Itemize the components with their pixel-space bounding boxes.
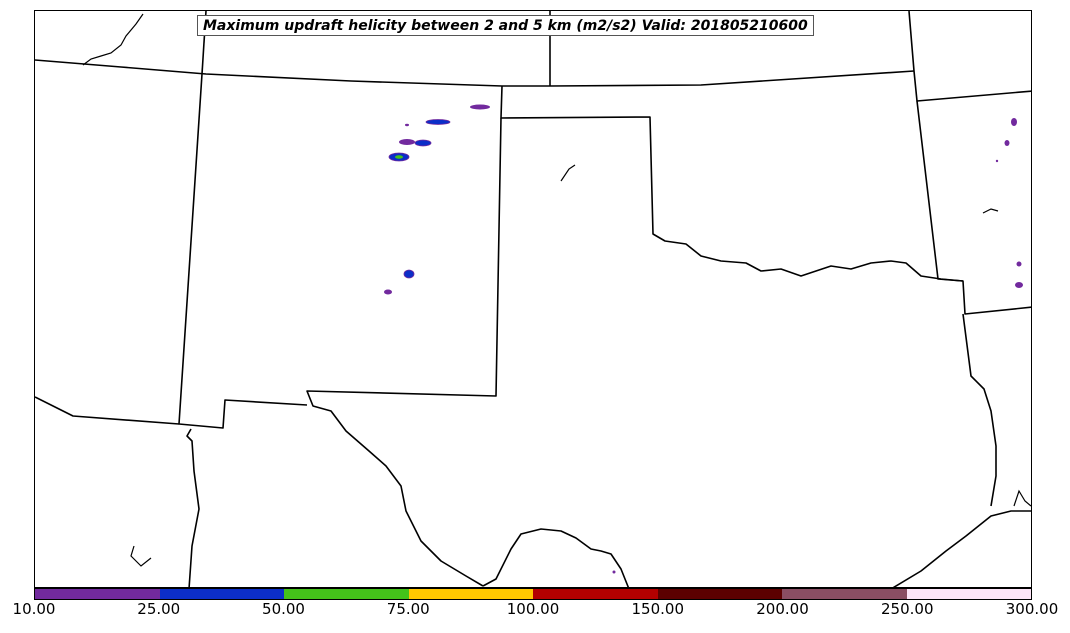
colorbar-tick-label: 10.00 <box>12 600 56 618</box>
helicity-cell <box>1011 118 1017 126</box>
helicity-cell <box>995 159 999 163</box>
helicity-cell <box>1015 282 1023 288</box>
border-ar <box>916 100 1031 315</box>
colorbar-segment <box>782 589 907 599</box>
helicity-cell <box>395 155 403 159</box>
colorbar-tick-label: 200.00 <box>756 600 809 618</box>
colorbar-segment <box>408 589 533 599</box>
border-tx-mx <box>306 117 502 587</box>
border-tx-la <box>962 313 997 507</box>
colorbar-tick-label: 250.00 <box>881 600 934 618</box>
colorbar-tick-label: 150.00 <box>631 600 685 618</box>
lake-outline-2 <box>982 208 999 214</box>
colorbar-tick-label: 100.00 <box>506 600 560 618</box>
border-tx-coast <box>482 528 630 587</box>
colorbar-tick-label: 50.00 <box>262 600 305 618</box>
helicity-cell <box>403 269 415 279</box>
coastline <box>82 13 1031 567</box>
border-mo <box>908 11 1031 102</box>
map-panel <box>34 10 1032 588</box>
helicity-cell <box>1016 261 1022 267</box>
colorbar-segment <box>657 589 782 599</box>
coastline-baja <box>130 545 152 567</box>
state-borders <box>35 11 1031 587</box>
helicity-cell <box>425 119 451 125</box>
helicity-cell <box>414 139 432 147</box>
colorbar <box>34 588 1032 600</box>
border-mx-west <box>186 428 200 587</box>
helicity-fields <box>384 104 1023 574</box>
colorbar-segment <box>35 589 160 599</box>
colorbar-segment <box>159 589 284 599</box>
lake-outline <box>560 164 576 182</box>
coastline-north <box>82 13 144 66</box>
colorbar-tick-label: 300.00 <box>1005 600 1059 618</box>
map-title: Maximum updraft helicity between 2 and 5… <box>197 15 814 36</box>
coastline-east <box>1013 489 1031 507</box>
colorbar-segment <box>533 589 658 599</box>
helicity-cell <box>1004 140 1010 146</box>
helicity-cell <box>384 289 392 295</box>
colorbar-segment <box>906 589 1031 599</box>
map-canvas <box>35 11 1031 587</box>
colorbar-tick-label: 25.00 <box>137 600 181 618</box>
border-co-ks-south <box>35 59 915 87</box>
colorbar-segment <box>284 589 409 599</box>
border-nm-west-south <box>178 73 308 429</box>
helicity-cell <box>470 104 490 110</box>
helicity-cell <box>612 570 616 574</box>
helicity-cell <box>405 123 409 127</box>
border-gulf-coast <box>892 510 1031 587</box>
border-az-mx <box>35 396 180 425</box>
helicity-cell <box>399 139 415 145</box>
colorbar-tick-label: 75.00 <box>386 600 430 618</box>
border-ok-tx-north <box>500 85 964 282</box>
